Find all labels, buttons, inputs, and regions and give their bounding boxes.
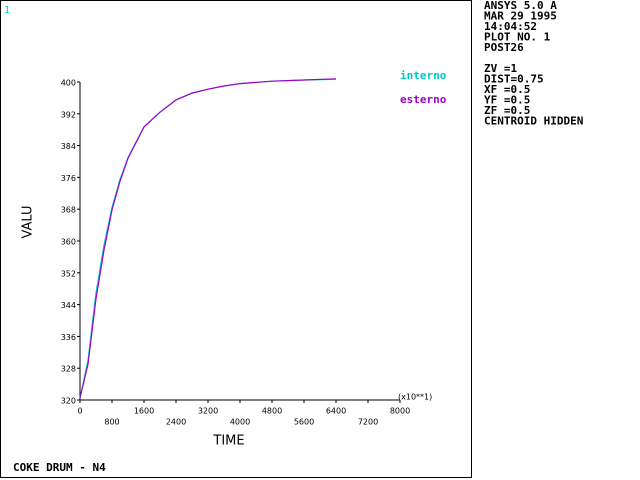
y-tick-label: 360: [61, 238, 76, 247]
y-tick-label: 320: [61, 397, 76, 406]
x-tick-label: 5600: [294, 418, 314, 427]
y-tick-label: 392: [61, 110, 76, 119]
info-line: CENTROID HIDDEN: [484, 115, 583, 128]
x-tick-label: 4800: [262, 407, 282, 416]
y-tick-label: 344: [61, 301, 76, 310]
info-line: POST26: [484, 41, 524, 54]
legend-entry: esterno: [400, 93, 447, 106]
y-axis-label: VALU: [21, 205, 36, 238]
info-line: ZV =1: [484, 62, 517, 75]
y-tick-label: 384: [61, 142, 76, 151]
info-line: 14:04:52: [484, 20, 537, 33]
y-tick-label: 328: [61, 365, 76, 374]
x-tick-label: 4000: [230, 418, 250, 427]
y-tick-label: 368: [61, 206, 76, 215]
info-line: ZF =0.5: [484, 104, 530, 117]
x-tick-label: 2400: [166, 418, 186, 427]
info-line: DIST=0.75: [484, 73, 544, 86]
plot-window: [0, 0, 472, 478]
x-axis-label: TIME: [212, 434, 244, 449]
footer: COKE DRUM - N4: [13, 461, 106, 474]
info-line: ANSYS 5.0 A: [484, 0, 557, 12]
info-line: YF =0.5: [484, 94, 530, 107]
x-tick-label: 1600: [134, 407, 154, 416]
legend-entry: interno: [400, 69, 447, 82]
info-line: MAR 29 1995: [484, 10, 557, 23]
series-line: [79, 78, 337, 399]
y-tick-label: 400: [61, 79, 76, 88]
x-tick-label: 8000: [390, 407, 410, 416]
info-line: XF =0.5: [484, 83, 530, 96]
x-tick-label: 7200: [358, 418, 378, 427]
x-tick-label: 0: [77, 407, 82, 416]
window-number: 1: [4, 5, 10, 16]
y-tick-label: 376: [61, 174, 76, 183]
x-multiplier: (x10**1): [398, 393, 432, 402]
x-tick-label: 800: [104, 418, 119, 427]
y-tick-label: 336: [61, 333, 76, 342]
x-tick-label: 3200: [198, 407, 218, 416]
y-tick-label: 352: [61, 269, 76, 278]
info-line: PLOT NO. 1: [484, 31, 551, 44]
x-tick-label: 6400: [326, 407, 346, 416]
